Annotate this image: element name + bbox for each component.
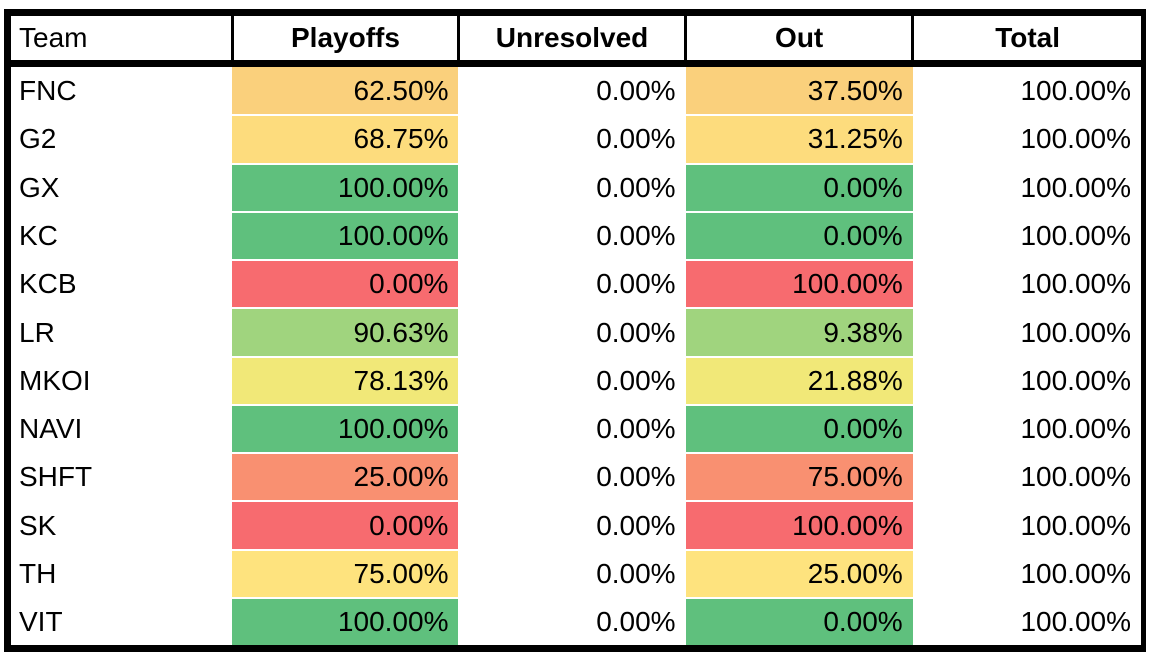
out-value-cell: 21.88% bbox=[685, 355, 913, 405]
out-value-cell: 100.00% bbox=[685, 500, 913, 550]
table-row: MKOI 78.13% 0.00% 21.88% 100.00% bbox=[11, 355, 1141, 405]
out-value-cell: 0.00% bbox=[685, 596, 913, 645]
unresolved-value-cell: 0.00% bbox=[458, 355, 686, 405]
playoffs-value-cell: 25.00% bbox=[232, 452, 459, 502]
table-row: NAVI 100.00% 0.00% 0.00% 100.00% bbox=[11, 403, 1141, 454]
out-value-cell: 0.00% bbox=[685, 210, 913, 261]
playoffs-value-cell: 78.13% bbox=[232, 355, 459, 405]
unresolved-value-cell: 0.00% bbox=[458, 596, 686, 645]
total-value-cell: 100.00% bbox=[912, 452, 1141, 502]
table-row: VIT 100.00% 0.00% 0.00% 100.00% bbox=[11, 596, 1141, 645]
table-row: GX 100.00% 0.00% 0.00% 100.00% bbox=[11, 162, 1141, 212]
out-value-cell: 37.50% bbox=[685, 62, 913, 116]
total-value-cell: 100.00% bbox=[912, 162, 1141, 212]
table-row: FNC 62.50% 0.00% 37.50% 100.00% bbox=[11, 62, 1141, 116]
table-border-frame: Team Playoffs Unresolved Out Total FNC 62… bbox=[4, 9, 1146, 652]
team-name-cell: KC bbox=[11, 210, 233, 261]
playoffs-value-cell: 62.50% bbox=[232, 62, 459, 116]
out-value-cell: 0.00% bbox=[685, 162, 913, 212]
unresolved-value-cell: 0.00% bbox=[458, 307, 686, 357]
team-name-cell: VIT bbox=[11, 596, 233, 645]
total-value-cell: 100.00% bbox=[912, 596, 1141, 645]
playoffs-value-cell: 100.00% bbox=[232, 210, 459, 261]
out-value-cell: 0.00% bbox=[685, 403, 913, 454]
team-name-cell: GX bbox=[11, 162, 233, 212]
playoffs-value-cell: 68.75% bbox=[232, 114, 459, 164]
table-row: G2 68.75% 0.00% 31.25% 100.00% bbox=[11, 114, 1141, 164]
total-value-cell: 100.00% bbox=[912, 210, 1141, 261]
total-value-cell: 100.00% bbox=[912, 62, 1141, 116]
table-row: SHFT 25.00% 0.00% 75.00% 100.00% bbox=[11, 452, 1141, 502]
out-value-cell: 25.00% bbox=[685, 548, 913, 598]
total-value-cell: 100.00% bbox=[912, 114, 1141, 164]
team-name-cell: SK bbox=[11, 500, 233, 550]
header-row: Team Playoffs Unresolved Out Total bbox=[11, 16, 1141, 67]
column-header-total: Total bbox=[912, 16, 1141, 67]
team-name-cell: TH bbox=[11, 548, 233, 598]
table-row: LR 90.63% 0.00% 9.38% 100.00% bbox=[11, 307, 1141, 357]
total-value-cell: 100.00% bbox=[912, 403, 1141, 454]
unresolved-value-cell: 0.00% bbox=[458, 162, 686, 212]
team-name-cell: NAVI bbox=[11, 403, 233, 454]
out-value-cell: 75.00% bbox=[685, 452, 913, 502]
team-name-cell: MKOI bbox=[11, 355, 233, 405]
total-value-cell: 100.00% bbox=[912, 548, 1141, 598]
team-name-cell: SHFT bbox=[11, 452, 233, 502]
out-value-cell: 100.00% bbox=[685, 259, 913, 309]
team-name-cell: KCB bbox=[11, 259, 233, 309]
team-name-cell: LR bbox=[11, 307, 233, 357]
total-value-cell: 100.00% bbox=[912, 355, 1141, 405]
table-row: SK 0.00% 0.00% 100.00% 100.00% bbox=[11, 500, 1141, 550]
playoffs-value-cell: 100.00% bbox=[232, 596, 459, 645]
unresolved-value-cell: 0.00% bbox=[458, 403, 686, 454]
playoffs-value-cell: 100.00% bbox=[232, 162, 459, 212]
team-name-cell: G2 bbox=[11, 114, 233, 164]
total-value-cell: 100.00% bbox=[912, 500, 1141, 550]
table-row: KCB 0.00% 0.00% 100.00% 100.00% bbox=[11, 259, 1141, 309]
table-row: TH 75.00% 0.00% 25.00% 100.00% bbox=[11, 548, 1141, 598]
playoffs-value-cell: 0.00% bbox=[232, 259, 459, 309]
total-value-cell: 100.00% bbox=[912, 307, 1141, 357]
unresolved-value-cell: 0.00% bbox=[458, 114, 686, 164]
table-body: FNC 62.50% 0.00% 37.50% 100.00% G2 68.75% 0.00%… bbox=[11, 62, 1141, 645]
column-header-team: Team bbox=[11, 16, 234, 67]
out-value-cell: 31.25% bbox=[685, 114, 913, 164]
table-row: KC 100.00% 0.00% 0.00% 100.00% bbox=[11, 210, 1141, 261]
unresolved-value-cell: 0.00% bbox=[458, 452, 686, 502]
playoffs-value-cell: 75.00% bbox=[232, 548, 459, 598]
column-header-playoffs: Playoffs bbox=[232, 16, 460, 67]
total-value-cell: 100.00% bbox=[912, 259, 1141, 309]
team-name-cell: FNC bbox=[11, 62, 233, 116]
unresolved-value-cell: 0.00% bbox=[458, 259, 686, 309]
unresolved-value-cell: 0.00% bbox=[458, 500, 686, 550]
playoffs-value-cell: 90.63% bbox=[232, 307, 459, 357]
column-header-out: Out bbox=[685, 16, 915, 67]
unresolved-value-cell: 0.00% bbox=[458, 62, 686, 116]
playoffs-value-cell: 0.00% bbox=[232, 500, 459, 550]
unresolved-value-cell: 0.00% bbox=[458, 548, 686, 598]
out-value-cell: 9.38% bbox=[685, 307, 913, 357]
unresolved-value-cell: 0.00% bbox=[458, 210, 686, 261]
column-header-unresolved: Unresolved bbox=[458, 16, 688, 67]
playoff-probability-table: Team Playoffs Unresolved Out Total FNC 62… bbox=[11, 16, 1141, 645]
playoffs-value-cell: 100.00% bbox=[232, 403, 459, 454]
